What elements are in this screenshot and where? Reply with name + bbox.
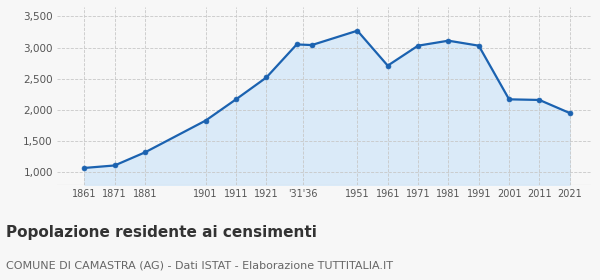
Text: COMUNE DI CAMASTRA (AG) - Dati ISTAT - Elaborazione TUTTITALIA.IT: COMUNE DI CAMASTRA (AG) - Dati ISTAT - E… (6, 261, 393, 271)
Text: Popolazione residente ai censimenti: Popolazione residente ai censimenti (6, 225, 317, 240)
